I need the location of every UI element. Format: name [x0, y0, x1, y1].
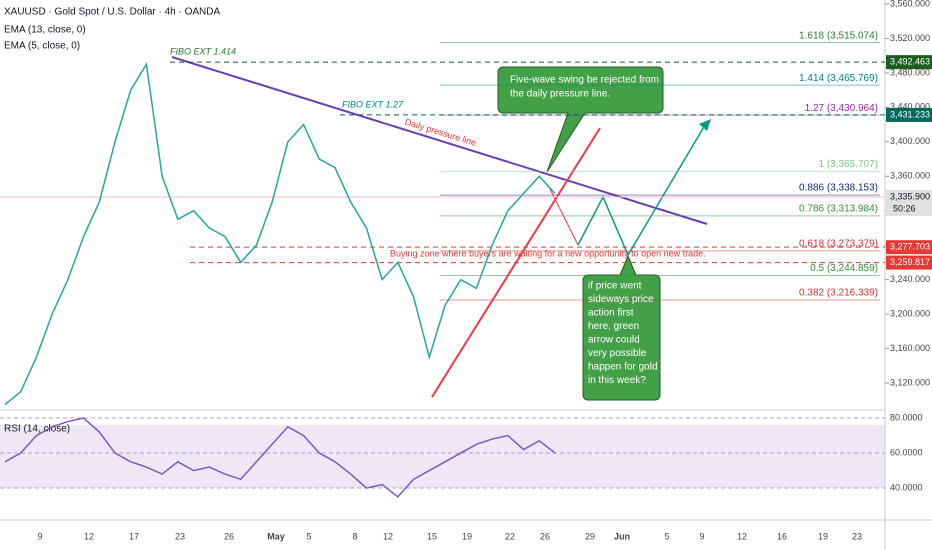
indicator-label: EMA (5, close, 0): [4, 41, 80, 52]
fib-label: 0.786 (3,313.984): [799, 204, 878, 215]
y-tick-label: 3,240.000: [890, 274, 930, 284]
callout-text: happen for gold: [588, 362, 658, 373]
price-tag: [886, 255, 932, 270]
projection-green: [577, 124, 706, 257]
indicator-label: EMA (13, close, 0): [4, 25, 86, 36]
arrow-head: [699, 119, 711, 131]
fibo-label: FIBO EXT 1.414: [170, 46, 236, 56]
fibo-label: FIBO EXT 1.27: [342, 99, 404, 109]
x-tick-label: 9: [37, 531, 42, 541]
price-line-series: [4, 62, 556, 406]
x-tick-label: 15: [427, 531, 437, 541]
callout-text: if price went: [588, 281, 642, 292]
fib-label: 1.27 (3,430.964): [805, 103, 878, 114]
countdown: 50:26: [893, 203, 916, 213]
price-tag: [886, 107, 932, 122]
x-tick-label: 9: [699, 531, 704, 541]
callout-box: [497, 66, 664, 173]
callout-text: action first: [588, 308, 634, 319]
y-tick-label: 3,440.000: [890, 102, 930, 112]
x-tick-label: 17: [129, 531, 139, 541]
price-tag: [886, 190, 932, 217]
y-tick-label: 3,120.000: [890, 377, 930, 387]
x-tick-label: 12: [84, 531, 94, 541]
x-tick-label: 12: [737, 531, 747, 541]
price-tag-label: 3,335.900: [890, 191, 930, 201]
fib-label: 0.5 (3,244.859): [810, 263, 878, 274]
x-tick-label: 23: [852, 531, 862, 541]
pressure-line: [171, 56, 708, 225]
x-tick-label: Jun: [614, 531, 630, 541]
fib-label: 0.382 (3,216.339): [799, 288, 878, 299]
rsi-tick-label: 40.0000: [890, 482, 923, 492]
x-tick-label: 22: [505, 531, 515, 541]
callout-text: arrow could: [588, 335, 640, 346]
buying-zone-label: Buying zone where buyers are waiting for…: [390, 248, 706, 258]
fib-label: 1.414 (3,465.769): [799, 73, 878, 84]
price-tag: [886, 240, 932, 255]
fib-label: 1.618 (3,515.074): [799, 30, 878, 41]
x-tick-label: 19: [818, 531, 828, 541]
fib-label: 0.618 (3,273.379): [799, 239, 878, 250]
x-tick-label: May: [267, 531, 285, 541]
x-tick-label: 8: [352, 531, 357, 541]
x-tick-label: 26: [224, 531, 234, 541]
rsi-tick-label: 60.0000: [890, 447, 923, 457]
y-tick-label: 3,360.000: [890, 171, 930, 181]
callout-text: Five-wave swing be rejected from: [510, 75, 659, 86]
callout-text: sideways price: [588, 294, 654, 305]
fib-label: 1 (3,365.707): [819, 159, 879, 170]
price-tag-label: 3,492.463: [890, 57, 930, 67]
x-tick-label: 12: [383, 531, 393, 541]
y-tick-label: 3,480.000: [890, 67, 930, 77]
callout-text: very possible: [588, 348, 647, 359]
price-tag-label: 3,431.233: [890, 109, 930, 119]
rsi-line: [4, 417, 556, 498]
symbol-title: XAUUSD · Gold Spot / U.S. Dollar · 4h · …: [4, 7, 221, 18]
x-tick-label: 29: [585, 531, 595, 541]
x-tick-label: 5: [306, 531, 311, 541]
y-tick-label: 3,520.000: [890, 33, 930, 43]
y-tick-label: 3,400.000: [890, 136, 930, 146]
rsi-title: RSI (14, close): [4, 424, 70, 435]
callout-text: in this week?: [588, 375, 646, 386]
price-tag-label: 3,277.703: [890, 242, 930, 252]
x-tick-label: 19: [462, 531, 472, 541]
price-tag-label: 3,259.817: [890, 257, 930, 267]
fib-label: 0.886 (3,338.153): [799, 183, 878, 194]
rsi-band: [0, 425, 885, 488]
y-tick-label: 3,200.000: [890, 308, 930, 318]
x-tick-label: 26: [540, 531, 550, 541]
y-tick-label: 3,560.000: [890, 0, 930, 8]
x-tick-label: 5: [664, 531, 669, 541]
callout-text: here, green: [588, 321, 639, 332]
rsi-tick-label: 80.0000: [890, 412, 923, 422]
y-tick-label: 3,160.000: [890, 343, 930, 353]
x-tick-label: 23: [175, 531, 185, 541]
x-tick-label: 16: [777, 531, 787, 541]
callout-text: the daily pressure line.: [510, 89, 610, 100]
price-tag: [886, 55, 932, 70]
